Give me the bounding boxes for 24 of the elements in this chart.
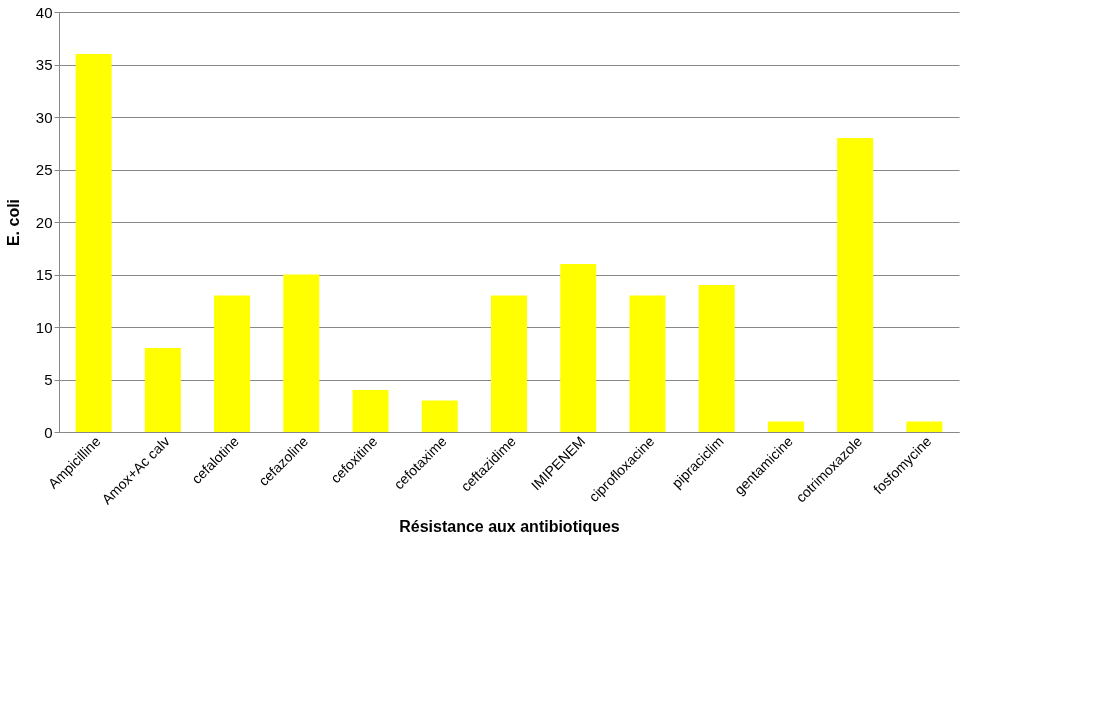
y-tick-label: 10 [35,318,53,336]
bar [560,264,597,432]
y-tick-label: 5 [44,371,53,388]
y-tick-label: 35 [35,56,53,73]
bar [906,421,943,432]
bar [421,400,458,432]
y-tick-label: 15 [35,266,53,283]
y-tick-label: 40 [35,3,53,21]
bar [144,348,181,432]
bar [767,421,804,432]
bar [214,295,251,432]
y-axis-title: E. coli [4,198,22,247]
x-axis-title: Résistance aux antibiotiques [399,518,620,536]
y-tick-label: 0 [44,423,53,441]
bar [837,138,874,432]
bar [698,285,735,432]
bar [629,295,666,432]
bar [491,295,527,432]
y-tick-label: 30 [35,108,53,126]
bar [283,274,320,432]
bar [352,390,389,432]
y-tick-label: 25 [35,161,53,178]
y-tick-label: 20 [35,213,53,231]
bar [75,54,112,432]
